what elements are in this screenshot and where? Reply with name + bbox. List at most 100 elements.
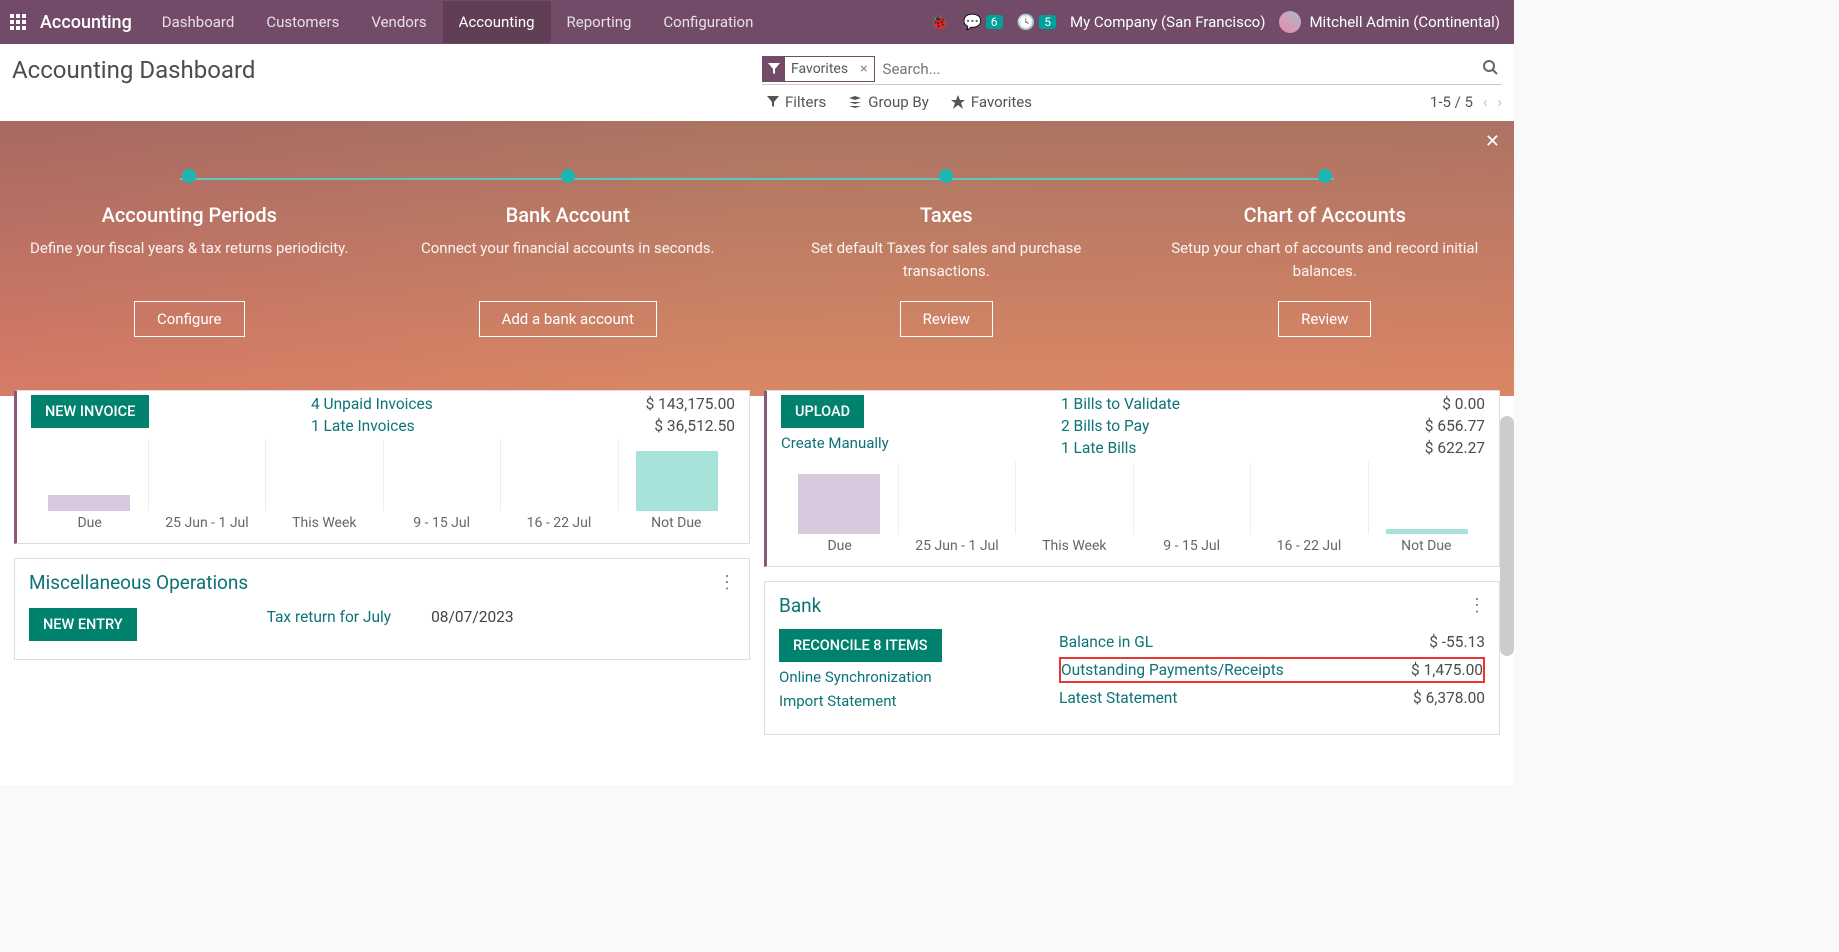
stat-row: 2 Bills to Pay $ 656.77 [1061,417,1485,435]
onboarding-step: Accounting Periods Define your fiscal yea… [0,169,379,337]
import-statement-link[interactable]: Import Statement [779,692,1041,710]
onboarding-step: Bank AccountConnect your financial accou… [379,169,758,337]
stat-value: $ 6,378.00 [1413,689,1485,707]
page-title: Accounting Dashboard [12,56,255,84]
search-input[interactable] [875,54,1478,84]
step-button[interactable]: Configure [134,301,245,337]
step-dot [939,169,953,183]
new-entry-button[interactable]: NEW ENTRY [29,608,137,641]
nav-item-accounting[interactable]: Accounting [443,1,551,43]
stat-row: 1 Late Invoices $ 36,512.50 [311,417,735,435]
chart-xlabel: 16 - 22 Jul [500,515,617,531]
stat-value: $ 1,475.00 [1411,661,1483,679]
stat-row: 1 Bills to Validate$ 0.00 [1061,395,1485,413]
favorites-button[interactable]: Favorites [951,93,1032,111]
step-button[interactable]: Add a bank account [479,301,657,337]
stat-link[interactable]: 4 Unpaid Invoices [311,395,433,413]
pager-prev[interactable]: ‹ [1483,93,1488,111]
tax-return-link[interactable]: Tax return for July [267,608,391,626]
create-manually-link[interactable]: Create Manually [781,434,1043,452]
stat-row: Latest Statement $ 6,378.00 [1059,687,1485,709]
app-brand[interactable]: Accounting [36,12,146,33]
new-invoice-button[interactable]: NEW INVOICE [31,395,149,428]
misc-card-title[interactable]: Miscellaneous Operations [29,571,248,594]
company-switcher[interactable]: My Company (San Francisco) [1070,13,1265,31]
chart-xlabel: 16 - 22 Jul [1250,538,1367,554]
chip-remove[interactable]: × [854,61,873,77]
stat-value: $ 622.27 [1425,439,1485,457]
chart-bar [781,462,898,534]
stat-value: $ 656.77 [1425,417,1485,435]
customer-invoices-card: NEW INVOICE 4 Unpaid Invoices$ 143,175.0… [14,390,750,544]
debug-icon[interactable]: 🐞 [930,13,949,31]
activities-icon[interactable]: 🕓5 [1017,13,1056,31]
stat-row: 4 Unpaid Invoices$ 143,175.00 [311,395,735,413]
step-dot [561,169,575,183]
stat-link[interactable]: Outstanding Payments/Receipts [1061,661,1284,679]
chart-xlabel: This Week [1016,538,1133,554]
chart-xlabel: 25 Jun - 1 Jul [898,538,1015,554]
stat-link[interactable]: 1 Bills to Validate [1061,395,1180,413]
nav-item-customers[interactable]: Customers [250,1,355,43]
step-title: Accounting Periods [24,203,355,227]
step-desc: Define your fiscal years & tax returns p… [24,237,355,283]
kebab-icon[interactable]: ⋮ [718,572,735,593]
kebab-icon[interactable]: ⋮ [1468,595,1485,616]
banner-close[interactable]: ✕ [1485,131,1500,152]
step-title: Bank Account [403,203,734,227]
onboarding-banner: ✕ Accounting Periods Define your fiscal y… [0,121,1514,396]
scrollbar-thumb[interactable] [1500,416,1514,656]
pager-next[interactable]: › [1497,93,1502,111]
stat-link[interactable]: Balance in GL [1059,633,1153,651]
step-title: Taxes [781,203,1112,227]
chart-bar [618,439,736,511]
step-dot [1318,169,1332,183]
stat-link[interactable]: 2 Bills to Pay [1061,417,1149,435]
chart-xlabel: Due [781,538,898,554]
stat-link[interactable]: 1 Late Invoices [311,417,415,435]
step-dot [182,169,196,183]
upload-button[interactable]: UPLOAD [781,395,864,428]
nav-item-dashboard[interactable]: Dashboard [146,1,251,43]
groupby-button[interactable]: Group By [848,93,929,111]
stat-value: $ 36,512.50 [654,417,735,435]
avatar [1279,11,1301,33]
chart-xlabel: Not Due [618,515,735,531]
filters-button[interactable]: Filters [767,93,826,111]
misc-operations-card: Miscellaneous Operations ⋮ NEW ENTRY Tax… [14,558,750,660]
apps-icon[interactable] [0,14,36,30]
bank-card: Bank ⋮ RECONCILE 8 ITEMS Online Synchron… [764,581,1500,735]
user-menu[interactable]: Mitchell Admin (Continental) [1279,11,1500,33]
chart-bar [1368,462,1486,534]
reconcile-button[interactable]: RECONCILE 8 ITEMS [779,629,942,662]
step-title: Chart of Accounts [1160,203,1491,227]
messages-badge: 6 [986,15,1003,29]
pager-text: 1-5 / 5 [1430,93,1473,111]
stat-link[interactable]: Latest Statement [1059,689,1177,707]
onboarding-step: TaxesSet default Taxes for sales and pur… [757,169,1136,337]
subheader: Accounting Dashboard Favorites × [0,44,1514,85]
chart-bar [1015,462,1133,534]
chip-label: Favorites [785,61,854,77]
chart-xlabel: 25 Jun - 1 Jul [148,515,265,531]
nav-item-configuration[interactable]: Configuration [647,1,769,43]
step-button[interactable]: Review [900,301,993,337]
bank-card-title[interactable]: Bank [779,594,821,617]
stat-row: 1 Late Bills $ 622.27 [1061,439,1485,457]
chart-xlabel: This Week [266,515,383,531]
online-sync-link[interactable]: Online Synchronization [779,668,1041,686]
chart-bar [148,439,266,511]
search-chip: Favorites × [762,56,875,82]
chart-bar [898,462,1016,534]
chart-bar [1250,462,1368,534]
stat-link[interactable]: 1 Late Bills [1061,439,1136,457]
nav-item-reporting[interactable]: Reporting [551,1,648,43]
step-button[interactable]: Review [1278,301,1371,337]
main-menu: DashboardCustomersVendorsAccountingRepor… [146,1,770,43]
vendor-bills-card: UPLOAD Create Manually 1 Bills to Valida… [764,390,1500,567]
search-icon[interactable] [1478,55,1502,83]
nav-item-vendors[interactable]: Vendors [355,1,442,43]
chart-bar [383,439,501,511]
stat-row: Balance in GL$ -55.13 [1059,631,1485,653]
messages-icon[interactable]: 💬6 [963,13,1002,31]
